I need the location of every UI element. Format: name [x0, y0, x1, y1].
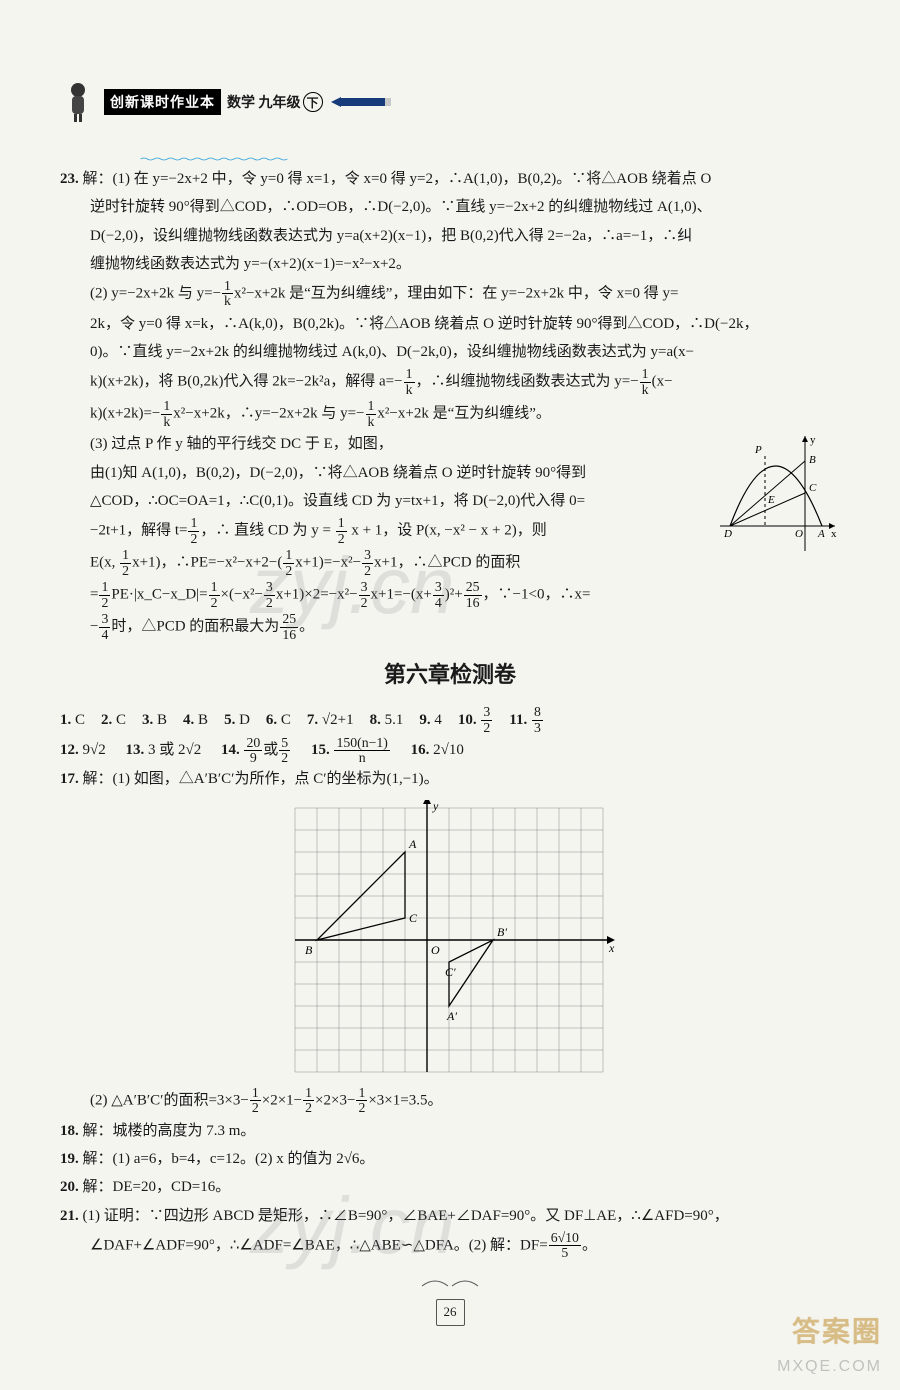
- svg-text:C′: C′: [445, 965, 456, 979]
- grid-figure: y x O A B C A′ B′ C′: [285, 800, 615, 1080]
- pen-icon: [331, 95, 391, 109]
- page-number-wrap: 26: [60, 1273, 840, 1326]
- answer-item: 5. D: [224, 712, 250, 728]
- svg-text:O: O: [795, 528, 803, 540]
- q23-p2e: k)(x+2k)=−1kx²−x+2k，∴y=−2x+2k 与 y=−1kx²−…: [60, 399, 840, 429]
- header-badge: 创新课时作业本: [104, 89, 221, 115]
- q23-p1a: (1) 在 y=−2x+2 中，令 y=0 得 x=1，令 x=0 得 y=2，…: [113, 171, 712, 187]
- svg-text:x: x: [608, 941, 615, 955]
- q23-p2a: (2) y=−2x+2k 与 y=−1kx²−x+2k 是“互为纠缠线”，理由如…: [60, 279, 840, 309]
- q23-p2c: 0)。∵直线 y=−2x+2k 的纠缠抛物线过 A(k,0)、D(−2k,0)，…: [60, 339, 840, 365]
- q17-line1: 17. 解：(1) 如图，△A′B′C′为所作，点 C′的坐标为(1,−1)。: [60, 766, 840, 792]
- answers-row-2: 12. 9√2 13. 3 或 2√2 14. 209或52 15. 150(n…: [60, 735, 840, 766]
- q23-p1b: 逆时针旋转 90°得到△COD，∴OD=OB，∴D(−2,0)。∵直线 y=−2…: [60, 194, 840, 220]
- q23-number: 23.: [60, 171, 79, 187]
- mascot-icon: [60, 80, 96, 124]
- header-subject: 数学 九年级: [227, 92, 301, 112]
- answer-item: 7. √2+1: [307, 712, 354, 728]
- svg-text:y: y: [810, 434, 816, 446]
- q23-p2d: k)(x+2k)，将 B(0,2k)代入得 2k=−2k²a，解得 a=−1k，…: [60, 367, 840, 397]
- q23-label: 解：: [83, 171, 113, 187]
- answer-item: 4. B: [183, 712, 208, 728]
- svg-text:y: y: [432, 800, 439, 813]
- svg-text:P: P: [754, 444, 762, 456]
- q23-line1: 23. 解：(1) 在 y=−2x+2 中，令 y=0 得 x=1，令 x=0 …: [60, 166, 840, 192]
- svg-text:E: E: [767, 494, 775, 506]
- wavy-underline: [104, 157, 324, 161]
- page-number-ornament: [420, 1274, 480, 1298]
- answer-item: 3. B: [142, 712, 167, 728]
- svg-text:A: A: [817, 528, 825, 540]
- svg-text:B′: B′: [497, 925, 507, 939]
- parabola-figure: y x P B C E D O A: [710, 431, 840, 561]
- answer-item: 11. 83: [509, 712, 544, 728]
- page-number: 26: [436, 1299, 465, 1326]
- svg-text:D: D: [723, 528, 732, 540]
- answer-item: 2. C: [101, 712, 126, 728]
- header-grade-circle: 下: [303, 92, 323, 112]
- q23-p2b: 2k，令 y=0 得 x=k，∴A(k,0)，B(0,2k)。∵将△AOB 绕着…: [60, 311, 840, 337]
- answer-item: 9. 4: [419, 712, 442, 728]
- svg-text:A: A: [408, 837, 417, 851]
- content-body: 23. 解：(1) 在 y=−2x+2 中，令 y=0 得 x=1，令 x=0 …: [60, 166, 840, 1326]
- q20: 20. 解：DE=20，CD=16。: [60, 1174, 840, 1200]
- corner-url: MXQE.COM: [777, 1358, 882, 1376]
- chapter-title: 第六章检测卷: [60, 656, 840, 695]
- q17-p2: (2) △A′B′C′的面积=3×3−12×2×1−12×2×3−12×3×1=…: [60, 1086, 840, 1116]
- svg-text:C: C: [409, 911, 418, 925]
- q21-p1: 21. (1) 证明：∵四边形 ABCD 是矩形，∴∠B=90°，∠BAE+∠D…: [60, 1203, 840, 1229]
- answer-item: 6. C: [266, 712, 291, 728]
- svg-text:A′: A′: [446, 1009, 457, 1023]
- q18: 18. 解：城楼的高度为 7.3 m。: [60, 1118, 840, 1144]
- answer-item: 10. 32: [458, 712, 493, 728]
- svg-text:C: C: [809, 482, 817, 494]
- q23-p1d: 缠抛物线函数表达式为 y=−(x+2)(x−1)=−x²−x+2。: [60, 251, 840, 277]
- svg-text:B: B: [809, 454, 816, 466]
- svg-text:O: O: [431, 943, 440, 957]
- svg-text:B: B: [305, 943, 313, 957]
- svg-text:x: x: [831, 528, 837, 540]
- q23-p3f: =12PE·|x_C−x_D|=12×(−x²−32x+1)×2=−x²−32x…: [60, 580, 840, 610]
- q23-p1c: D(−2,0)，设纠缠抛物线函数表达式为 y=a(x+2)(x−1)，把 B(0…: [60, 223, 840, 249]
- answer-item: 1. C: [60, 712, 85, 728]
- q23-p3g: −34时，△PCD 的面积最大为2516。: [60, 612, 840, 642]
- page-header: 创新课时作业本 数学 九年级 下: [60, 80, 840, 124]
- q19: 19. 解：(1) a=6，b=4，c=12。(2) x 的值为 2√6。: [60, 1146, 840, 1172]
- answer-item: 8. 5.1: [370, 712, 404, 728]
- answers-row-1: 1. C 2. C 3. B 4. B 5. D 6. C 7. √2+1 8. 5.1 9. …: [60, 705, 840, 736]
- q21-p2: ∠DAF+∠ADF=90°，∴∠ADF=∠BAE，∴△ABE∽△DFA。(2) …: [60, 1231, 840, 1261]
